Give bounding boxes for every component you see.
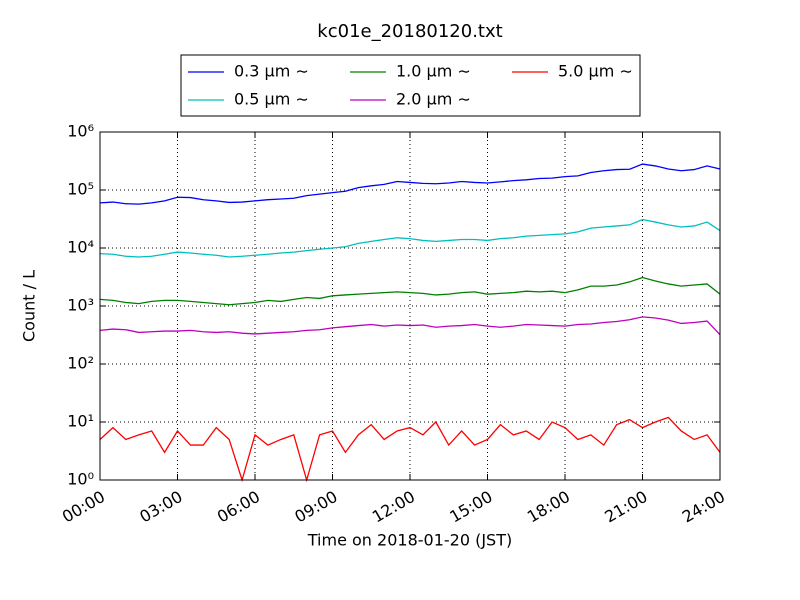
y-tick-label: 10⁰ bbox=[67, 470, 94, 489]
legend-label: 1.0 μm ∼ bbox=[396, 62, 471, 81]
x-axis-label: Time on 2018-01-20 (JST) bbox=[307, 531, 512, 550]
legend-label: 5.0 μm ∼ bbox=[558, 62, 633, 81]
series-line bbox=[99, 416, 721, 483]
y-tick-label: 10⁵ bbox=[67, 180, 94, 199]
y-tick-label: 10² bbox=[67, 354, 94, 373]
series-line bbox=[99, 276, 721, 306]
y-axis-label: Count / L bbox=[20, 270, 39, 342]
legend-box bbox=[180, 54, 641, 117]
y-tick-label: 10¹ bbox=[67, 412, 94, 431]
plot-frame bbox=[99, 131, 721, 481]
series-line bbox=[99, 163, 721, 205]
y-tick-label: 10³ bbox=[67, 296, 94, 315]
series-line bbox=[99, 316, 721, 336]
y-tick-label: 10⁶ bbox=[67, 122, 94, 141]
legend-label: 0.5 μm ∼ bbox=[234, 90, 309, 109]
chart-title: kc01e_20180120.txt bbox=[317, 21, 502, 42]
legend-label: 0.3 μm ∼ bbox=[234, 62, 309, 81]
series-line bbox=[99, 218, 721, 258]
legend-label: 2.0 μm ∼ bbox=[396, 90, 471, 109]
y-tick-label: 10⁴ bbox=[67, 238, 94, 257]
